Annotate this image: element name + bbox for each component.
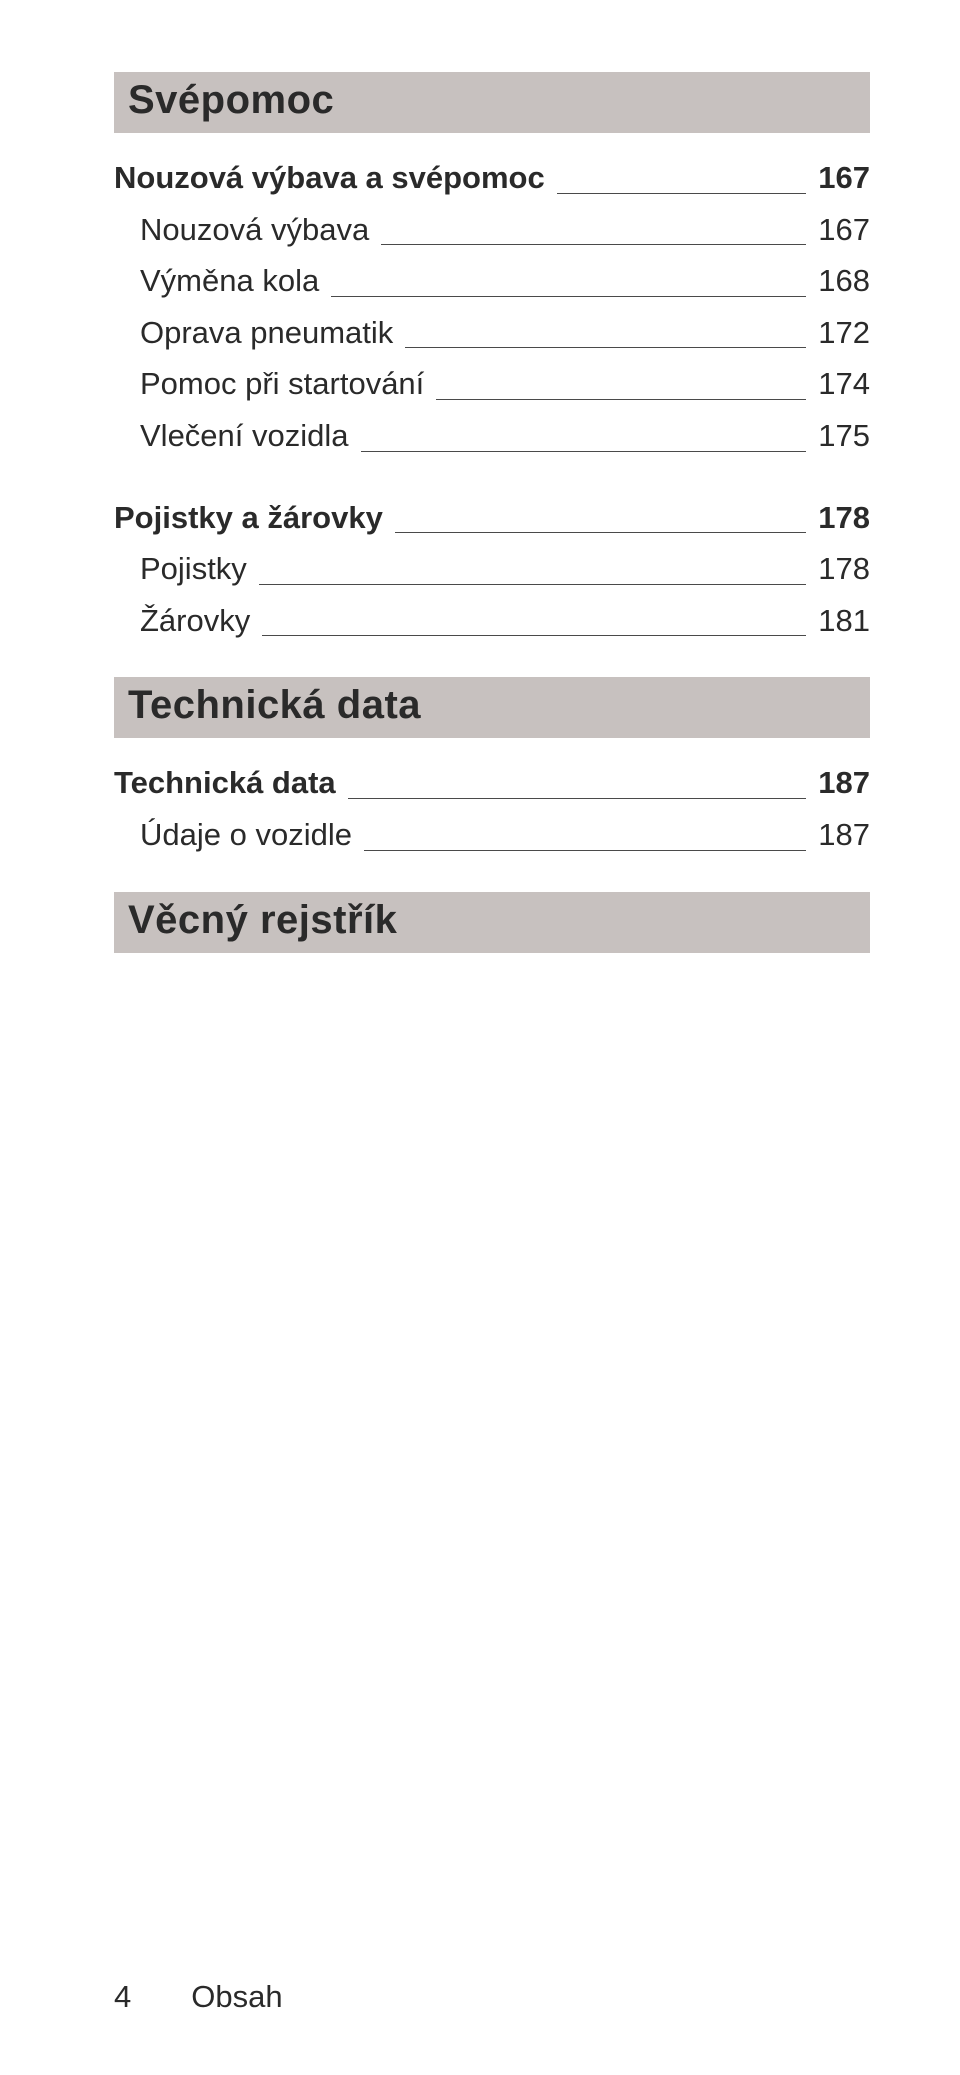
- toc-line: Žárovky 181: [114, 596, 870, 646]
- toc-label: Technická data: [114, 758, 342, 808]
- section-header-technicka-data: Technická data: [114, 677, 870, 738]
- page-footer: 4 Obsah: [114, 1979, 283, 2015]
- section-header-svepomoc: Svépomoc: [114, 72, 870, 133]
- toc-page: 167: [812, 153, 870, 203]
- toc-group: Nouzová výbava a svépomoc 167 Nouzová vý…: [114, 153, 870, 461]
- toc-line: Nouzová výbava a svépomoc 167: [114, 153, 870, 203]
- toc-leader: [395, 532, 806, 533]
- toc-page: 178: [812, 544, 870, 594]
- toc-line: Vlečení vozidla 175: [114, 411, 870, 461]
- toc-page: 174: [812, 359, 870, 409]
- toc-label: Oprava pneumatik: [140, 308, 399, 358]
- toc-page: 167: [812, 205, 870, 255]
- toc-page: 175: [812, 411, 870, 461]
- page: Svépomoc Nouzová výbava a svépomoc 167 N…: [0, 0, 960, 2075]
- toc-page: 187: [812, 758, 870, 808]
- toc-group: Pojistky a žárovky 178 Pojistky 178 Žáro…: [114, 493, 870, 646]
- toc-page: 187: [812, 810, 870, 860]
- footer-label: Obsah: [191, 1979, 282, 2015]
- toc-label: Výměna kola: [140, 256, 325, 306]
- toc-line: Technická data 187: [114, 758, 870, 808]
- toc-label: Nouzová výbava a svépomoc: [114, 153, 551, 203]
- toc-label: Pojistky a žárovky: [114, 493, 389, 543]
- toc-leader: [348, 798, 807, 799]
- toc-leader: [381, 244, 806, 245]
- toc-line: Nouzová výbava 167: [114, 205, 870, 255]
- toc-group: Technická data 187 Údaje o vozidle 187: [114, 758, 870, 859]
- toc-leader: [436, 399, 806, 400]
- toc-line: Údaje o vozidle 187: [114, 810, 870, 860]
- toc-label: Pomoc při startování: [140, 359, 430, 409]
- toc-label: Žárovky: [140, 596, 256, 646]
- toc-line: Pomoc při startování 174: [114, 359, 870, 409]
- toc-line: Pojistky a žárovky 178: [114, 493, 870, 543]
- toc-page: 181: [812, 596, 870, 646]
- toc-page: 178: [812, 493, 870, 543]
- toc-leader: [557, 193, 807, 194]
- toc-label: Údaje o vozidle: [140, 810, 358, 860]
- toc-leader: [405, 347, 806, 348]
- toc-leader: [259, 584, 806, 585]
- toc-label: Vlečení vozidla: [140, 411, 355, 461]
- toc-line: Oprava pneumatik 172: [114, 308, 870, 358]
- section-header-vecny-rejstrik: Věcný rejstřík: [114, 892, 870, 953]
- toc-line: Pojistky 178: [114, 544, 870, 594]
- toc-leader: [361, 451, 807, 452]
- toc-page: 168: [812, 256, 870, 306]
- footer-page-number: 4: [114, 1979, 131, 2015]
- toc-page: 172: [812, 308, 870, 358]
- toc-leader: [262, 635, 806, 636]
- toc-leader: [364, 850, 806, 851]
- toc-line: Výměna kola 168: [114, 256, 870, 306]
- toc-label: Nouzová výbava: [140, 205, 375, 255]
- toc-label: Pojistky: [140, 544, 253, 594]
- toc-leader: [331, 296, 806, 297]
